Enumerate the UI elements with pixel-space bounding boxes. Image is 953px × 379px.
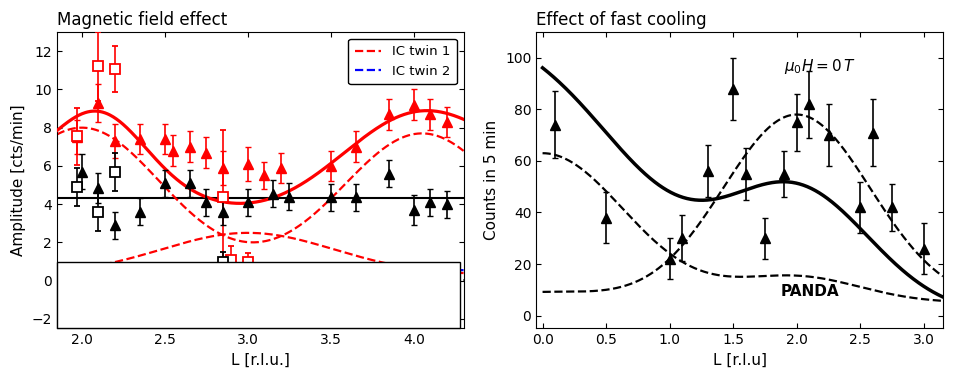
Text: Magnetic field effect: Magnetic field effect <box>57 11 227 29</box>
Text: Effect of fast cooling: Effect of fast cooling <box>536 11 706 29</box>
Y-axis label: Amplitude [cts/min]: Amplitude [cts/min] <box>11 105 26 256</box>
X-axis label: L [r.l.u.]: L [r.l.u.] <box>231 353 290 368</box>
Text: PANDA: PANDA <box>780 284 838 299</box>
Legend: H=0 T (FLEXX): H=0 T (FLEXX) <box>246 310 359 323</box>
Y-axis label: Counts in 5 min: Counts in 5 min <box>484 120 498 240</box>
FancyBboxPatch shape <box>57 262 459 329</box>
X-axis label: L [r.l.u]: L [r.l.u] <box>712 353 766 368</box>
Text: $\mu_0H = 0\,T$: $\mu_0H = 0\,T$ <box>783 56 855 75</box>
